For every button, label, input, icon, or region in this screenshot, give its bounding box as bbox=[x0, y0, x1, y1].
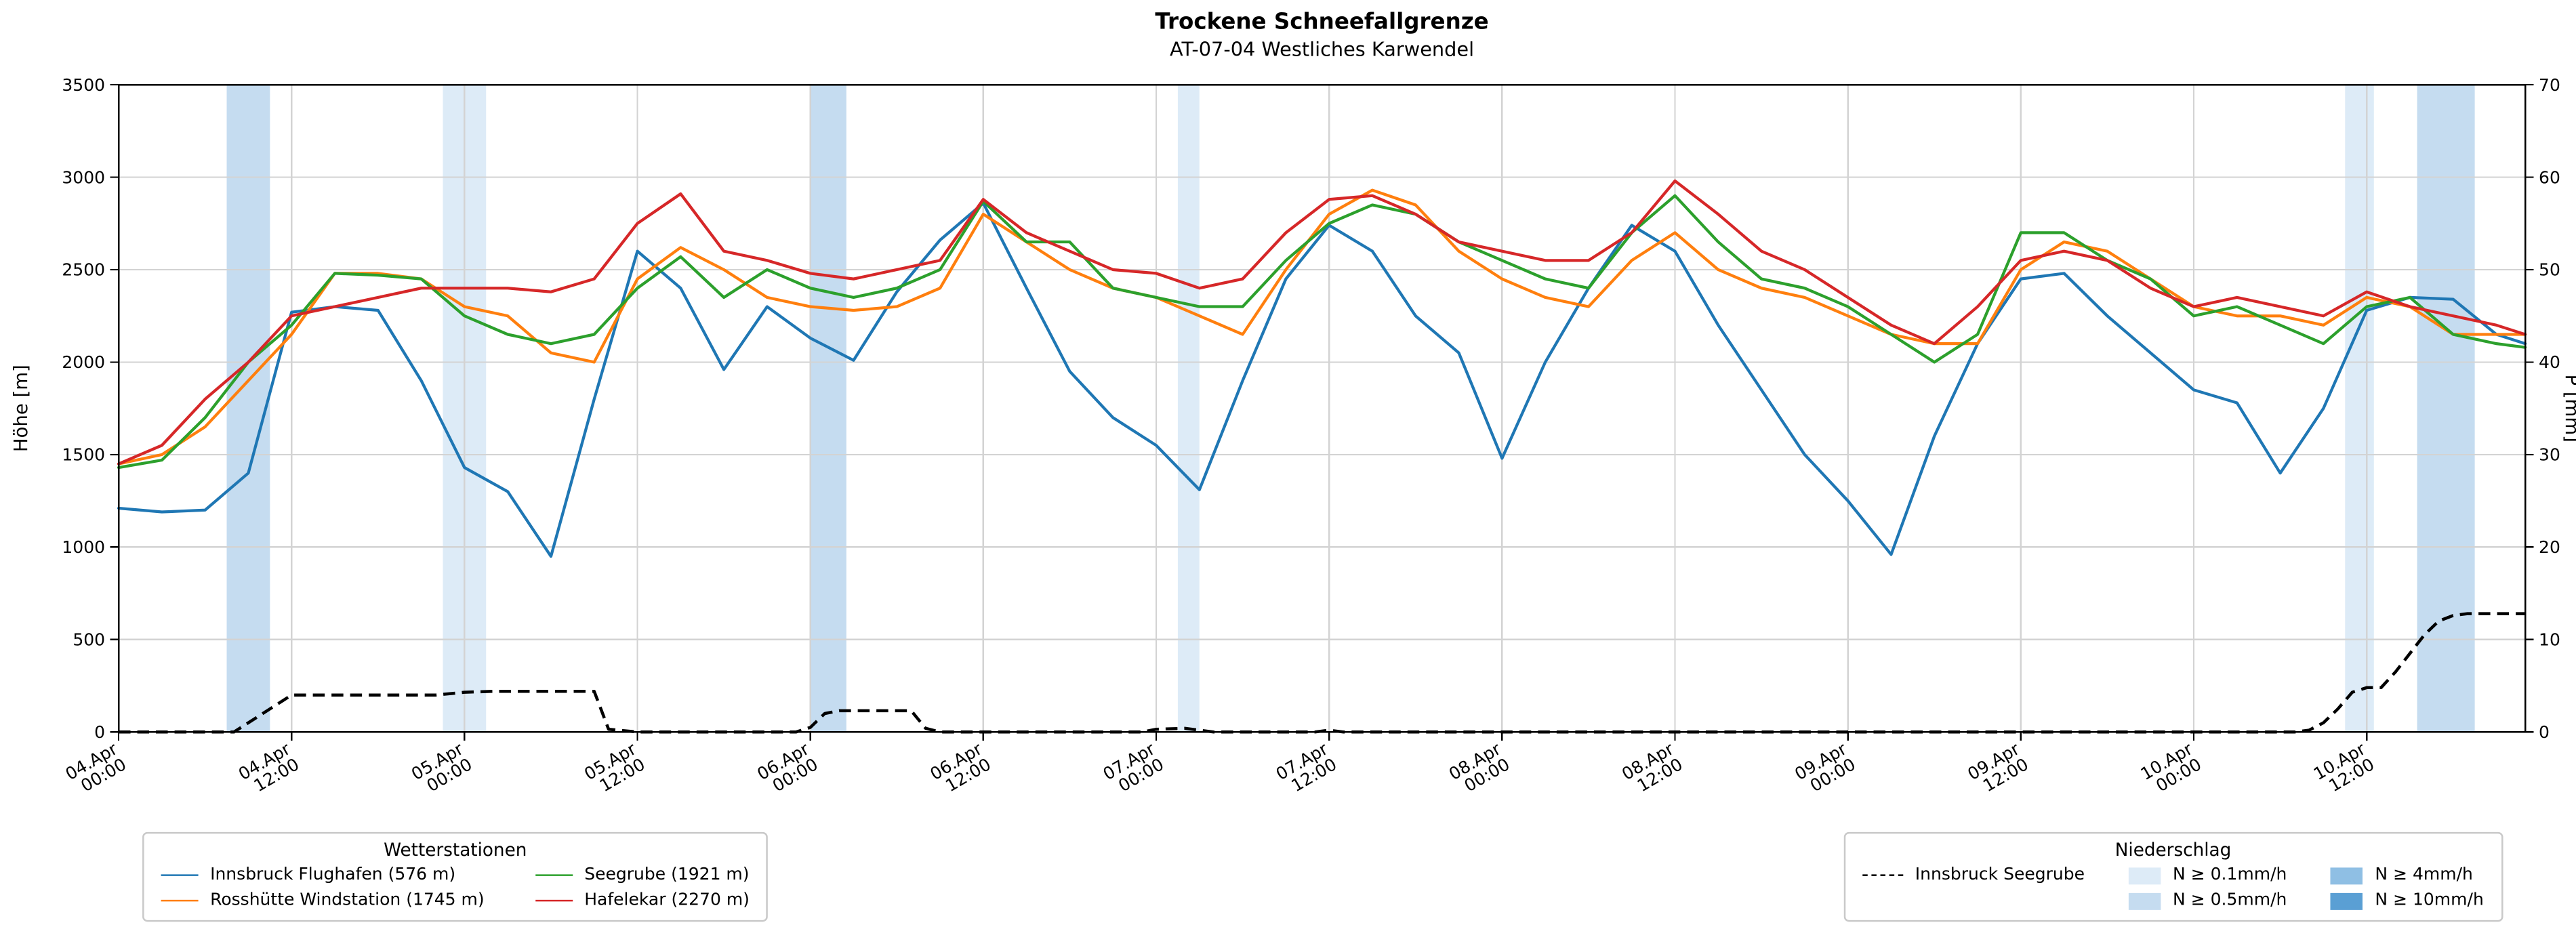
axes-layer: 0 500 1000 1500 2000 2500 3000 3500 0 10 20 30 40 50 6… bbox=[62, 75, 2560, 800]
legend-wetterstationen-items: Innsbruck Flughafen (576 m) Rosshütte Wi… bbox=[161, 866, 750, 910]
dashed-line-sample bbox=[1862, 874, 1904, 876]
precip-band bbox=[1177, 85, 1200, 732]
precip-band bbox=[2417, 85, 2475, 732]
precip-bands-layer bbox=[226, 85, 2475, 732]
chart-canvas: 0 500 1000 1500 2000 2500 3000 3500 0 10 20 30 40 50 6… bbox=[10, 9, 2576, 800]
legend-item-innsbruck-flughafen: Innsbruck Flughafen (576 m) bbox=[161, 865, 485, 885]
x-tick-label: 04.Apr12:00 bbox=[235, 739, 303, 800]
series-line-seegrube bbox=[117, 194, 2527, 470]
legend-niederschlag-title: Niederschlag bbox=[2114, 840, 2232, 861]
y-tick-label-right: 20 bbox=[2539, 537, 2560, 557]
x-tick-label: 07.Apr12:00 bbox=[1273, 739, 1341, 800]
y-tick-label-right: 70 bbox=[2539, 75, 2560, 95]
legend-label: N ≥ 4mm/h bbox=[2375, 865, 2473, 885]
precip-line-innsbruck-seegrube bbox=[119, 612, 2526, 734]
y-tick-label-left: 3000 bbox=[62, 167, 105, 187]
x-tick-label: 09.Apr00:00 bbox=[1791, 739, 1859, 800]
x-tick-label: 08.Apr12:00 bbox=[1618, 739, 1686, 800]
legend-label: N ≥ 0.1mm/h bbox=[2173, 865, 2287, 885]
series-line-rosshuette-windstation bbox=[117, 188, 2527, 466]
patch-sample-10 bbox=[2331, 892, 2363, 909]
x-tick-label: 05.Apr00:00 bbox=[408, 739, 476, 800]
y-tick-label-right: 0 bbox=[2539, 722, 2550, 742]
y-tick-label-left: 0 bbox=[94, 722, 105, 742]
legend-niederschlag-items: Innsbruck Seegrube N ≥ 0.1mm/h N ≥ 4mm/h… bbox=[1862, 866, 2484, 910]
x-tick-label: 09.Apr12:00 bbox=[1964, 739, 2032, 800]
y-axis-label-left: Höhe [m] bbox=[10, 365, 32, 452]
precip-band bbox=[810, 85, 846, 732]
precip-band bbox=[226, 85, 270, 732]
legend-item-seegrube: Seegrube (1921 m) bbox=[535, 865, 750, 885]
line-sample-green bbox=[535, 874, 573, 876]
y-tick-label-left: 1500 bbox=[62, 445, 105, 465]
legend-item-n-10: N ≥ 10mm/h bbox=[2331, 891, 2484, 910]
y-tick-label-left: 2500 bbox=[62, 260, 105, 280]
legend-wetterstationen: Wetterstationen Innsbruck Flughafen (576… bbox=[142, 831, 769, 922]
legend-label: Hafelekar (2270 m) bbox=[584, 891, 750, 910]
y-tick-label-left: 500 bbox=[73, 630, 105, 650]
series-layer bbox=[117, 179, 2527, 734]
legend-label: N ≥ 0.5mm/h bbox=[2173, 891, 2287, 910]
legend-item-n-0-5: N ≥ 0.5mm/h bbox=[2129, 891, 2287, 910]
line-sample-orange bbox=[161, 899, 199, 902]
legend-label: N ≥ 10mm/h bbox=[2375, 891, 2484, 910]
legend-niederschlag: Niederschlag Innsbruck Seegrube N ≥ 0.1m… bbox=[1843, 831, 2503, 922]
x-tick-label: 06.Apr00:00 bbox=[754, 739, 821, 800]
x-tick-label: 08.Apr00:00 bbox=[1446, 739, 1513, 800]
legend-wetterstationen-title: Wetterstationen bbox=[384, 840, 527, 861]
legend-label: Innsbruck Flughafen (576 m) bbox=[210, 865, 456, 885]
patch-sample-0-5 bbox=[2129, 892, 2161, 909]
legend-label: Seegrube (1921 m) bbox=[584, 865, 750, 885]
plot-frame bbox=[117, 83, 2527, 733]
chart-subtitle: AT-07-04 Westliches Karwendel bbox=[1170, 38, 1474, 61]
legend-item-innsbruck-seegrube: Innsbruck Seegrube bbox=[1862, 865, 2085, 885]
y-tick-label-left: 2000 bbox=[62, 352, 105, 372]
legend-item-n-0-1: N ≥ 0.1mm/h bbox=[2129, 865, 2287, 885]
precip-band bbox=[2345, 85, 2374, 732]
chart-title: Trockene Schneefallgrenze bbox=[1155, 9, 1488, 35]
legend-label: Rosshütte Windstation (1745 m) bbox=[210, 891, 485, 910]
y-tick-label-right: 40 bbox=[2539, 352, 2560, 372]
y-axis-label-right: P [mm] bbox=[2561, 374, 2576, 442]
legend-item-hafelekar: Hafelekar (2270 m) bbox=[535, 891, 750, 910]
legend-item-n-4: N ≥ 4mm/h bbox=[2331, 865, 2483, 885]
y-tick-label-right: 50 bbox=[2539, 260, 2560, 280]
line-sample-blue bbox=[161, 874, 199, 876]
y-tick-label-left: 3500 bbox=[62, 75, 105, 95]
patch-sample-0-1 bbox=[2129, 867, 2161, 884]
y-tick-label-right: 60 bbox=[2539, 167, 2560, 187]
legend-item-rosshuette-windstation: Rosshütte Windstation (1745 m) bbox=[161, 891, 485, 910]
patch-sample-4 bbox=[2331, 867, 2363, 884]
x-tick-label: 05.Apr12:00 bbox=[581, 739, 649, 800]
x-tick-label: 06.Apr12:00 bbox=[926, 739, 994, 800]
x-tick-label: 10.Apr00:00 bbox=[2138, 739, 2205, 800]
x-tick-label: 04.Apr00:00 bbox=[62, 739, 130, 800]
series-line-hafelekar bbox=[117, 179, 2527, 466]
line-sample-red bbox=[535, 899, 573, 902]
x-tick-label: 07.Apr00:00 bbox=[1100, 739, 1168, 800]
x-tick-label: 10.Apr12:00 bbox=[2310, 739, 2378, 800]
y-tick-label-right: 10 bbox=[2539, 630, 2560, 650]
y-tick-label-left: 1000 bbox=[62, 537, 105, 557]
y-tick-label-right: 30 bbox=[2539, 445, 2560, 465]
legend-label: Innsbruck Seegrube bbox=[1915, 865, 2085, 885]
